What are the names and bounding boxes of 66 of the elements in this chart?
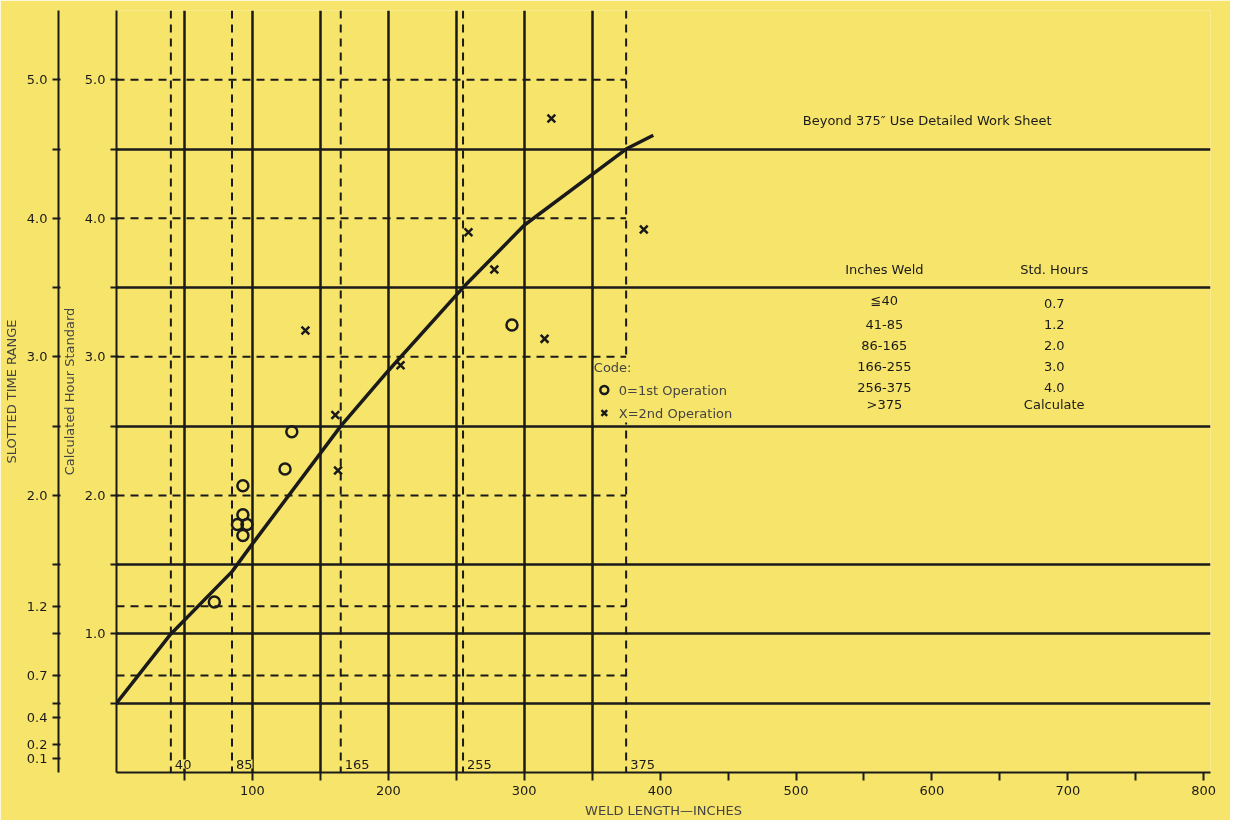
- y2-tick-label: 1.2: [26, 598, 48, 614]
- point: [463, 227, 474, 238]
- annotation: 4.0: [1043, 379, 1065, 395]
- annotation: 2.0: [1043, 337, 1065, 353]
- y2-tick-label: 2.0: [26, 487, 48, 503]
- annotation: ≦40: [870, 293, 899, 309]
- point: [236, 508, 250, 522]
- annotation: 0.7: [1043, 296, 1065, 312]
- y2-tick-label: 0.2: [26, 737, 48, 753]
- x-tick-label: 100: [239, 782, 265, 798]
- point: [539, 333, 550, 344]
- ref-line-label: 85: [236, 756, 253, 772]
- annotation: >375: [866, 397, 903, 413]
- y-axis-title: Calculated Hour Standard: [61, 307, 77, 476]
- point: [240, 517, 254, 532]
- annotation: 3.0: [1043, 358, 1065, 374]
- point: [332, 465, 344, 476]
- annotation: Calculate: [1023, 397, 1085, 413]
- y2-tick-label: 4.0: [26, 210, 48, 226]
- y-tick-label: 4.0: [84, 210, 106, 226]
- x-axis-title: WELD LENGTH—INCHES: [585, 802, 742, 818]
- y2-tick-label: 5.0: [26, 72, 48, 88]
- point: [330, 409, 341, 421]
- point: [236, 528, 250, 543]
- legend-title: Code:: [593, 359, 633, 375]
- y2-tick-label: 0.7: [26, 668, 48, 684]
- annotation: Beyond 375″ Use Detailed Work Sheet: [802, 113, 1052, 129]
- point: [489, 264, 500, 275]
- y-tick-label: 1.0: [84, 626, 106, 642]
- annotation: Std. Hours: [1020, 261, 1089, 277]
- x-tick-label: 700: [1055, 782, 1081, 798]
- point: [285, 424, 299, 439]
- annotation: 86-165: [861, 337, 908, 353]
- point: [546, 113, 557, 124]
- point: [278, 462, 292, 476]
- y2-tick-label: 0.4: [26, 709, 48, 725]
- x-tick-label: 300: [511, 782, 537, 798]
- point: [505, 318, 519, 332]
- x-tick-label: 400: [647, 782, 673, 798]
- annotation: 41-85: [865, 317, 904, 333]
- x-tick-label: 500: [783, 782, 809, 798]
- point: [236, 478, 250, 493]
- annotation: 1.2: [1043, 317, 1065, 333]
- point: [395, 360, 406, 371]
- ref-line-label: 375: [630, 756, 655, 772]
- point: [300, 325, 311, 336]
- x-tick-label: 800: [1191, 782, 1217, 798]
- point: [638, 224, 649, 235]
- y2-tick-label: 0.1: [26, 751, 48, 767]
- annotation: 166-255: [857, 358, 912, 374]
- x-tick-label: 600: [919, 782, 945, 798]
- y2-tick-label: 3.0: [26, 349, 48, 365]
- annotation: 256-375: [857, 379, 912, 395]
- point: [230, 517, 245, 532]
- y2-axis-title: SLOTTED TIME RANGE: [3, 319, 19, 464]
- legend-label: 0=1st Operation: [618, 382, 727, 397]
- y-tick-label: 5.0: [84, 72, 106, 88]
- y-tick-label: 2.0: [84, 487, 106, 503]
- point: [207, 595, 222, 609]
- ref-line-label: 40: [174, 756, 192, 772]
- ref-line-label: 255: [467, 756, 492, 772]
- y-tick-label: 3.0: [84, 349, 106, 365]
- annotation: Inches Weld: [845, 261, 924, 277]
- legend-label: X=2nd Operation: [618, 405, 733, 420]
- x-tick-label: 200: [375, 782, 401, 798]
- ref-line-label: 165: [344, 756, 370, 772]
